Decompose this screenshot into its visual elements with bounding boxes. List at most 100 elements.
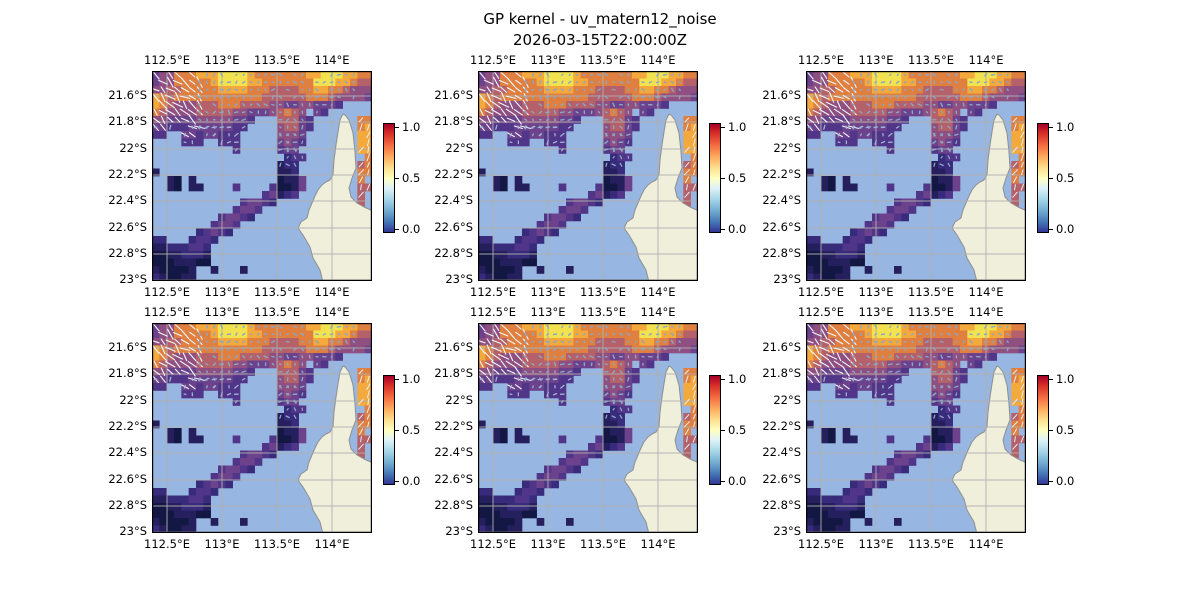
x-tick-label: 113°E [204, 305, 240, 319]
axes-border [478, 71, 698, 281]
y-tick-label: 22.8°S [762, 498, 801, 512]
graticule [478, 71, 698, 281]
x-tick-label: 114°E [314, 305, 350, 319]
x-tick-label: 112.5°E [144, 285, 190, 299]
y-tick-label: 22.6°S [762, 472, 801, 486]
x-tick-label: 113°E [530, 305, 566, 319]
y-tick-label: 22.2°S [434, 167, 473, 181]
x-tick-label: 113.5°E [580, 285, 626, 299]
quiver-arrows [152, 323, 371, 450]
x-tick-label: 114°E [968, 53, 1004, 67]
x-tick-label: 113°E [204, 537, 240, 551]
x-tick-label: 113°E [204, 53, 240, 67]
colorbar-tick [395, 379, 399, 380]
x-tick-label: 112.5°E [470, 537, 516, 551]
colorbar-tick-label: 0.0 [728, 474, 747, 488]
colorbar-tick-label: 0.5 [728, 171, 747, 185]
colorbar-tick-label: 1.0 [728, 372, 747, 386]
x-tick-label: 114°E [968, 305, 1004, 319]
x-tick-label: 112.5°E [470, 285, 516, 299]
x-tick-label: 112.5°E [144, 537, 190, 551]
y-tick-label: 23°S [119, 272, 147, 286]
x-tick-label: 113.5°E [908, 285, 954, 299]
x-tick-label: 113.5°E [580, 53, 626, 67]
colorbar-tick-label: 1.0 [1056, 120, 1075, 134]
quiver-arrows [806, 71, 1025, 198]
quiver-arrows [478, 323, 697, 450]
y-tick-label: 21.6°S [762, 88, 801, 102]
x-tick-label: 113.5°E [908, 305, 954, 319]
y-tick-label: 21.8°S [108, 366, 147, 380]
y-tick-label: 21.8°S [762, 114, 801, 128]
colorbar-gradient [383, 123, 395, 233]
x-tick-label: 113°E [858, 305, 894, 319]
x-tick-label: 113°E [530, 285, 566, 299]
y-tick-label: 22°S [445, 141, 473, 155]
y-tick-label: 21.6°S [108, 340, 147, 354]
y-tick-label: 21.6°S [434, 88, 473, 102]
x-tick-label: 113°E [858, 537, 894, 551]
y-tick-label: 22.4°S [762, 445, 801, 459]
y-tick-label: 22°S [773, 141, 801, 155]
y-tick-label: 22.2°S [762, 419, 801, 433]
colorbar-tick [395, 481, 399, 482]
y-tick-label: 22.8°S [762, 246, 801, 260]
x-tick-label: 112.5°E [470, 53, 516, 67]
axes-border [152, 323, 372, 533]
y-tick-label: 22.6°S [434, 472, 473, 486]
x-tick-label: 113.5°E [908, 53, 954, 67]
axes-border [806, 71, 1026, 281]
y-tick-label: 23°S [445, 524, 473, 538]
colorbar-tick [721, 481, 725, 482]
colorbar-tick [1049, 379, 1053, 380]
y-tick-label: 22.2°S [108, 419, 147, 433]
colorbar-tick [1049, 481, 1053, 482]
x-tick-label: 113.5°E [580, 537, 626, 551]
y-tick-label: 22.6°S [434, 220, 473, 234]
map-panel-2 [478, 71, 698, 281]
colorbar-tick-label: 0.5 [1056, 423, 1075, 437]
x-tick-label: 112.5°E [798, 53, 844, 67]
y-tick-label: 22°S [119, 141, 147, 155]
x-tick-label: 113.5°E [254, 537, 300, 551]
colorbar-tick [395, 430, 399, 431]
map-panel-4 [152, 323, 372, 533]
colorbar-tick [395, 229, 399, 230]
quiver-arrows [152, 71, 371, 198]
y-tick-label: 22.8°S [434, 246, 473, 260]
x-tick-label: 112.5°E [798, 285, 844, 299]
quiver-arrows [806, 323, 1025, 450]
colorbar-tick [1049, 229, 1053, 230]
colorbar-tick [721, 430, 725, 431]
colorbar-tick [1049, 127, 1053, 128]
y-tick-label: 21.8°S [434, 114, 473, 128]
figure-title: GP kernel - uv_matern12_noise [483, 10, 717, 28]
colorbar-gradient [709, 375, 721, 485]
y-tick-label: 22.2°S [108, 167, 147, 181]
x-tick-label: 114°E [640, 537, 676, 551]
x-tick-label: 113°E [530, 537, 566, 551]
y-tick-label: 22.6°S [108, 472, 147, 486]
colorbar-tick-label: 0.5 [402, 171, 421, 185]
y-tick-label: 22°S [773, 393, 801, 407]
y-tick-label: 22.4°S [108, 445, 147, 459]
y-tick-label: 22.4°S [762, 193, 801, 207]
colorbar-tick [721, 127, 725, 128]
x-tick-label: 114°E [314, 285, 350, 299]
x-tick-label: 113.5°E [254, 305, 300, 319]
colorbar-tick-label: 0.5 [402, 423, 421, 437]
colorbar-gradient [1037, 123, 1049, 233]
y-tick-label: 22.4°S [434, 445, 473, 459]
colorbar-tick [395, 178, 399, 179]
y-tick-label: 22.8°S [434, 498, 473, 512]
colorbar-tick-label: 0.5 [728, 423, 747, 437]
x-tick-label: 114°E [640, 305, 676, 319]
colorbar-tick [721, 379, 725, 380]
y-tick-label: 21.6°S [108, 88, 147, 102]
y-tick-label: 22.8°S [108, 246, 147, 260]
map-panel-5 [478, 323, 698, 533]
y-tick-label: 22°S [119, 393, 147, 407]
x-tick-label: 114°E [640, 53, 676, 67]
y-tick-label: 21.8°S [762, 366, 801, 380]
